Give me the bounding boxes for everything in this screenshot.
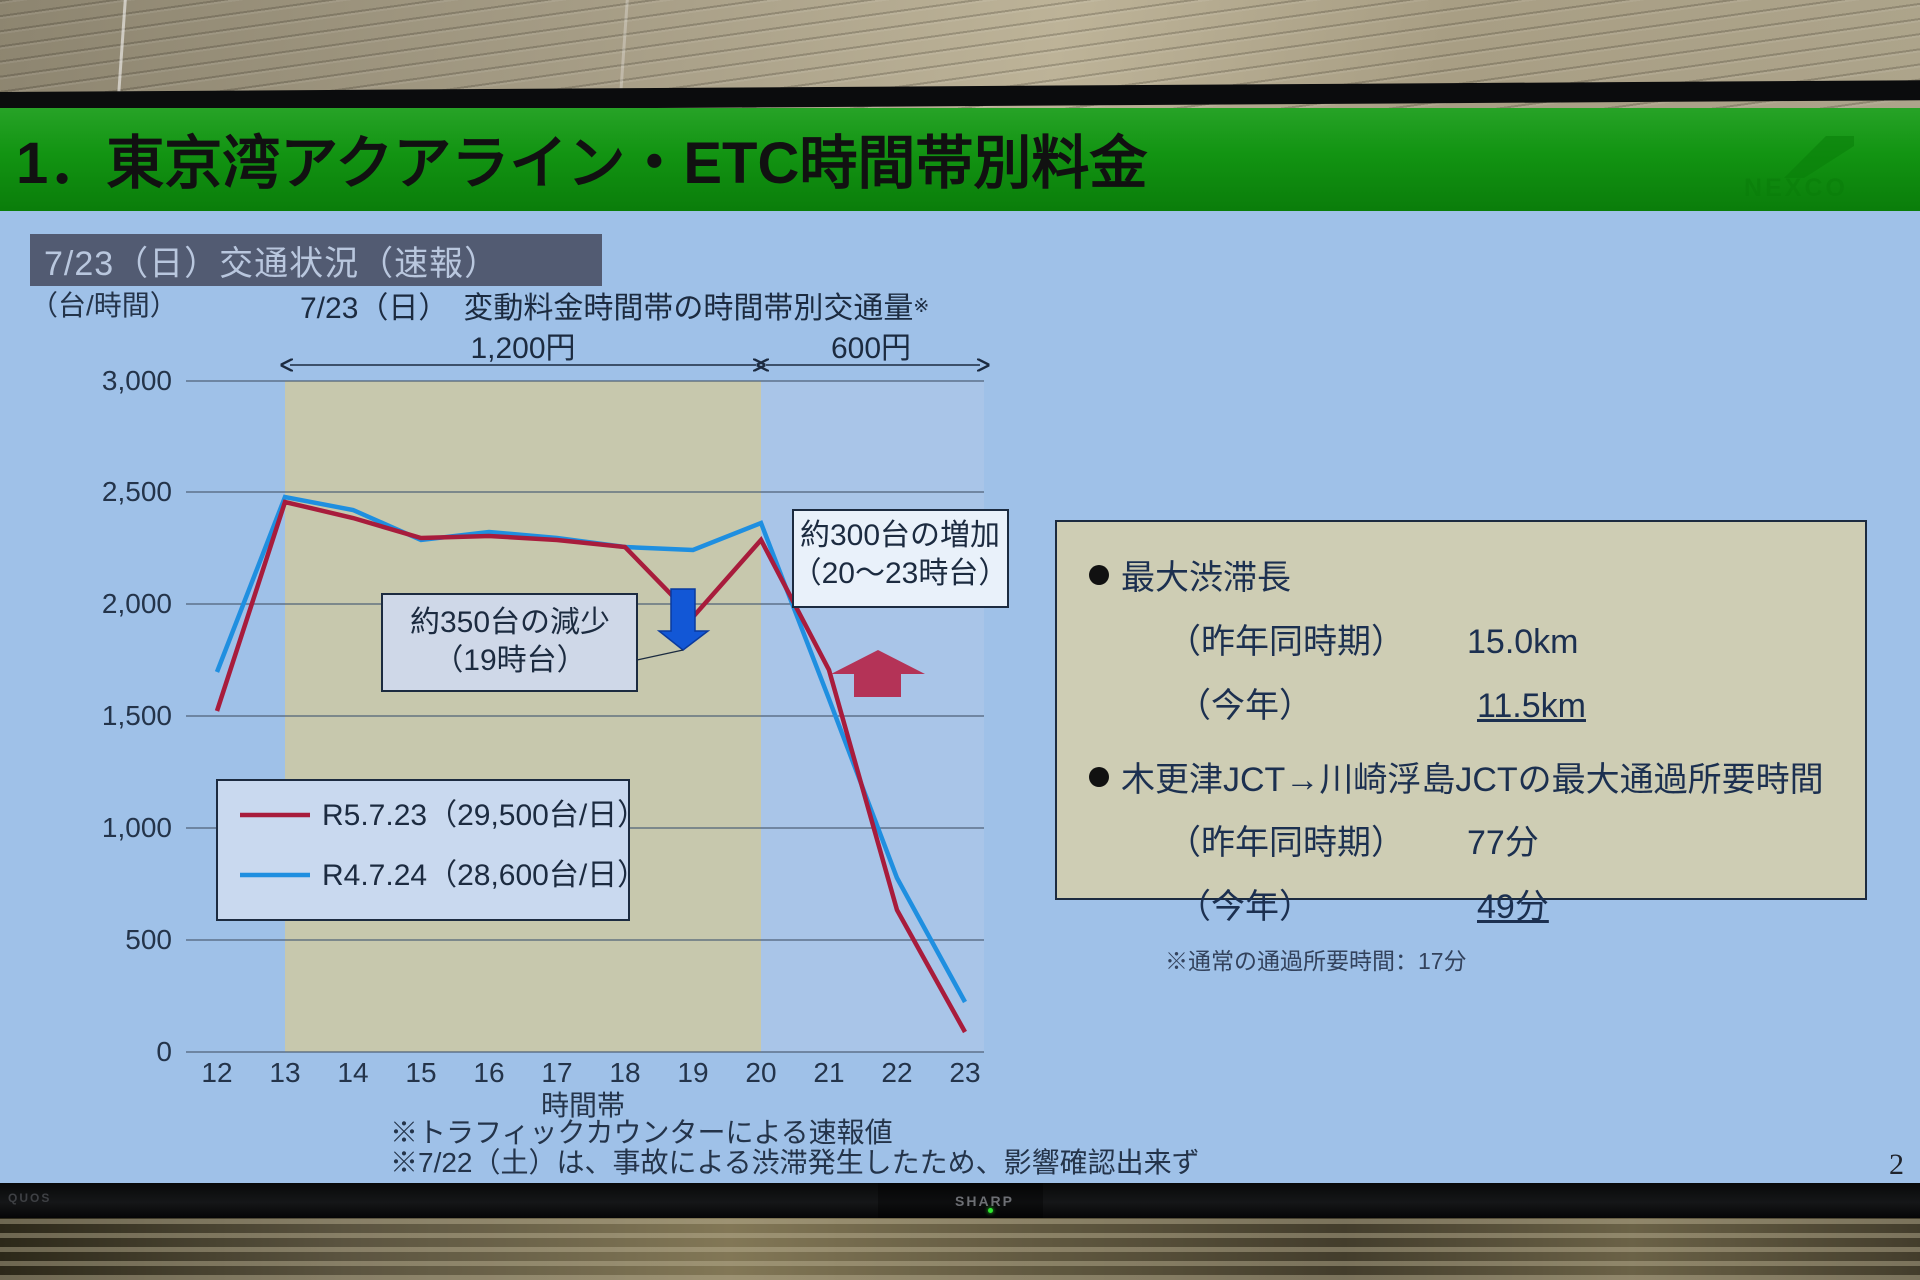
svg-text:NEXCO: NEXCO — [1744, 174, 1848, 202]
svg-text:1,000: 1,000 — [102, 812, 172, 843]
svg-text:約350台の減少: 約350台の減少 — [410, 606, 610, 639]
svg-text:20: 20 — [745, 1057, 776, 1088]
svg-text:※トラフィックカウンターによる速報値: ※トラフィックカウンターによる速報値 — [390, 1117, 893, 1148]
svg-text:7/23（日） 変動料金時間帯の時間帯別交通量※: 7/23（日） 変動料金時間帯の時間帯別交通量※ — [300, 292, 929, 325]
svg-text:13: 13 — [269, 1057, 300, 1088]
svg-text:（20～23時台）: （20～23時台） — [792, 557, 1009, 590]
svg-text:※7/22（土）は、事故による渋滞発生したため、影響確認出来: ※7/22（土）は、事故による渋滞発生したため、影響確認出来ず — [390, 1147, 1200, 1178]
svg-text:15: 15 — [405, 1057, 436, 1088]
svg-text:500: 500 — [125, 924, 172, 955]
svg-text:19: 19 — [677, 1057, 708, 1088]
svg-text:600円: 600円 — [831, 332, 911, 365]
svg-text:1,200円: 1,200円 — [470, 332, 575, 365]
svg-text:（19時台）: （19時台） — [433, 644, 586, 677]
svg-text:18: 18 — [609, 1057, 640, 1088]
svg-text:22: 22 — [881, 1057, 912, 1088]
svg-text:12: 12 — [201, 1057, 232, 1088]
svg-text:R4.7.24（28,600台/日）: R4.7.24（28,600台/日） — [322, 859, 647, 892]
svg-text:14: 14 — [337, 1057, 368, 1088]
svg-text:21: 21 — [813, 1057, 844, 1088]
svg-text:0: 0 — [156, 1036, 172, 1067]
svg-text:R5.7.23（29,500台/日）: R5.7.23（29,500台/日） — [322, 799, 647, 832]
svg-text:2,500: 2,500 — [102, 476, 172, 507]
svg-text:23: 23 — [949, 1057, 980, 1088]
svg-text:3,000: 3,000 — [102, 365, 172, 396]
svg-text:16: 16 — [473, 1057, 504, 1088]
svg-text:2,000: 2,000 — [102, 588, 172, 619]
svg-text:1,500: 1,500 — [102, 700, 172, 731]
svg-text:17: 17 — [541, 1057, 572, 1088]
svg-text:（台/時間）: （台/時間） — [30, 290, 178, 321]
svg-text:約300台の増加: 約300台の増加 — [800, 519, 1000, 552]
